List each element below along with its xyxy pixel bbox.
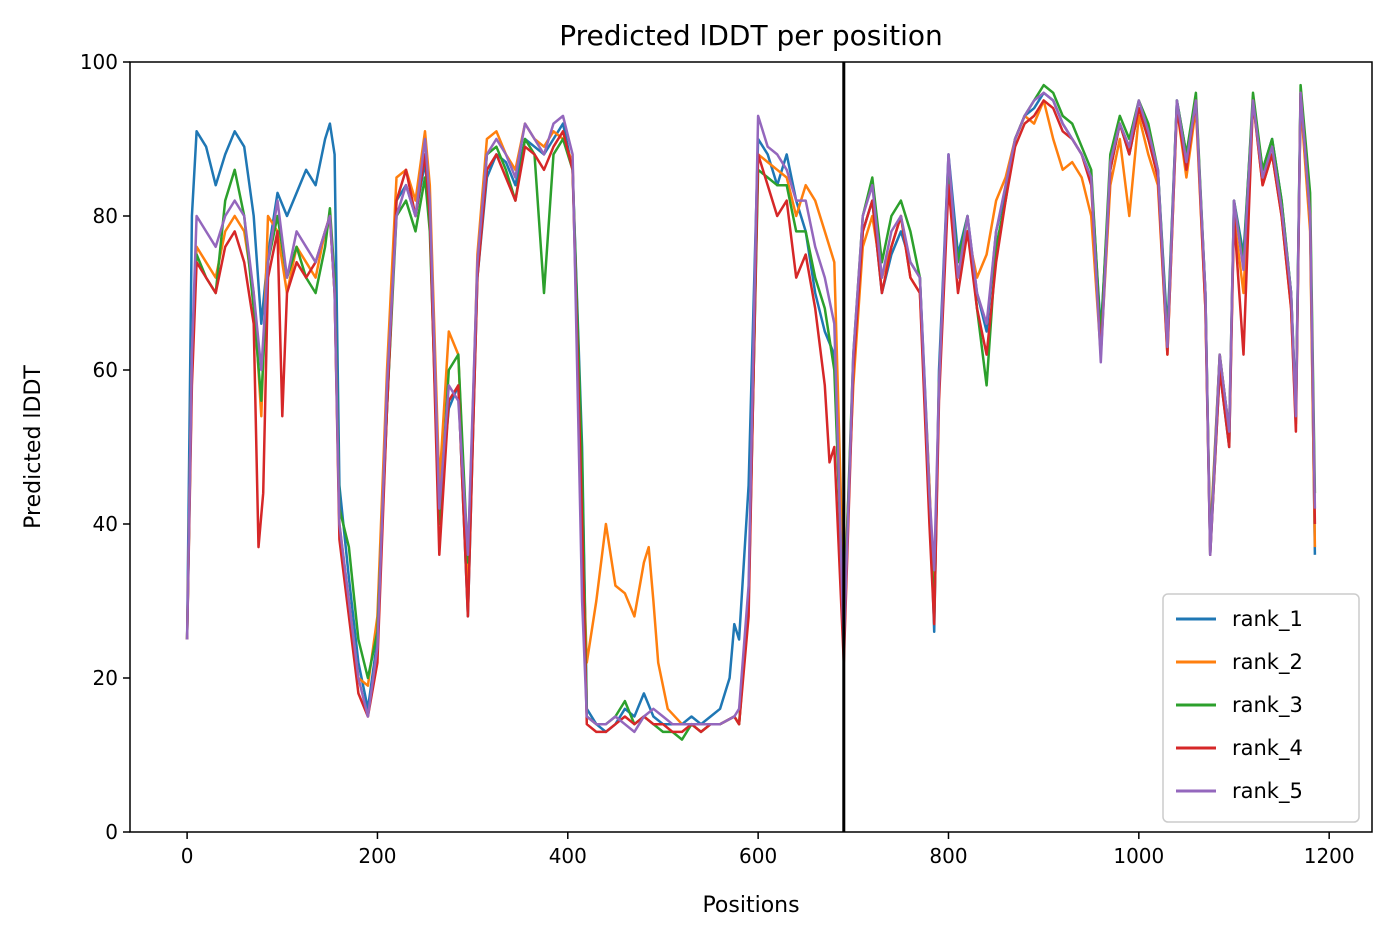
- x-tick-label: 200: [358, 844, 396, 868]
- legend-label-rank-2: rank_2: [1232, 650, 1303, 675]
- x-axis-label: Positions: [702, 893, 799, 918]
- y-axis-label: Predicted lDDT: [21, 365, 46, 529]
- y-axis-ticks: 0 20 40 60 80 100: [80, 50, 130, 844]
- legend: rank_1 rank_2 rank_3 rank_4 rank_5: [1162, 593, 1360, 823]
- y-tick-label: 40: [93, 512, 118, 536]
- chart-title: Predicted lDDT per position: [559, 19, 943, 52]
- series-line-rank-5: [185, 91, 1317, 734]
- legend-label-rank-5: rank_5: [1232, 779, 1303, 804]
- legend-label-rank-3: rank_3: [1232, 693, 1303, 718]
- x-tick-label: 800: [929, 844, 967, 868]
- legend-label-rank-1: rank_1: [1232, 607, 1303, 632]
- y-tick-label: 80: [93, 204, 118, 228]
- x-tick-label: 600: [739, 844, 777, 868]
- x-tick-label: 1000: [1113, 844, 1164, 868]
- legend-label-rank-4: rank_4: [1232, 736, 1303, 761]
- y-tick-label: 60: [93, 358, 118, 382]
- x-tick-label: 0: [181, 844, 194, 868]
- series-line-rank-4: [185, 91, 1317, 734]
- y-tick-label: 0: [105, 820, 118, 844]
- y-tick-label: 100: [80, 50, 118, 74]
- legend-box: [1162, 593, 1360, 823]
- x-axis-ticks: 0 200 400 600 800 1000 1200: [181, 832, 1355, 868]
- plot-frame: [129, 61, 1373, 833]
- plot-area: [129, 61, 1373, 833]
- y-tick-label: 20: [93, 666, 118, 690]
- x-tick-label: 1200: [1304, 844, 1355, 868]
- series-group: [185, 83, 1317, 741]
- x-tick-label: 400: [549, 844, 587, 868]
